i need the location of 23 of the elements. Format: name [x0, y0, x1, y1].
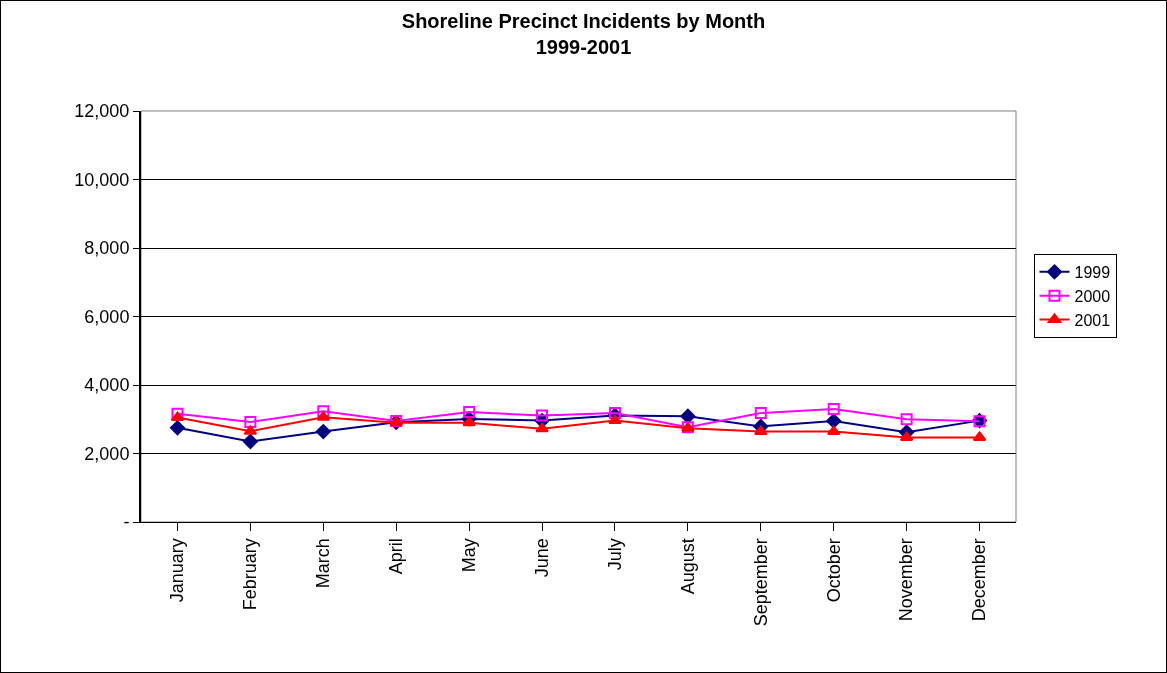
x-tick-label: October: [823, 538, 844, 603]
legend-label: 2000: [1074, 287, 1111, 305]
x-tick-label: September: [750, 538, 771, 627]
y-tick-label: 6,000: [84, 306, 130, 327]
x-tick-label: January: [167, 538, 188, 603]
y-tick-label: 10,000: [74, 169, 130, 190]
legend-label: 1999: [1074, 264, 1111, 282]
y-tick-label: -: [123, 512, 130, 533]
x-tick-label: February: [240, 538, 261, 611]
y-tick-label: 12,000: [74, 101, 130, 122]
x-tick-label: July: [604, 538, 625, 571]
legend-label: 2001: [1074, 311, 1111, 329]
x-tick-label: March: [313, 538, 334, 589]
y-tick-label: 4,000: [84, 375, 130, 396]
y-tick-label: 2,000: [84, 443, 130, 464]
x-tick-label: November: [896, 538, 917, 622]
chart-title: Shoreline Precinct Incidents by Month 1999-2001: [401, 9, 766, 58]
x-tick-label: December: [969, 538, 990, 622]
x-tick-label: May: [458, 538, 479, 573]
x-tick-label: April: [386, 538, 407, 575]
y-tick-label: 8,000: [84, 238, 130, 259]
x-tick-label: August: [677, 538, 698, 595]
x-tick-label: June: [531, 538, 552, 578]
